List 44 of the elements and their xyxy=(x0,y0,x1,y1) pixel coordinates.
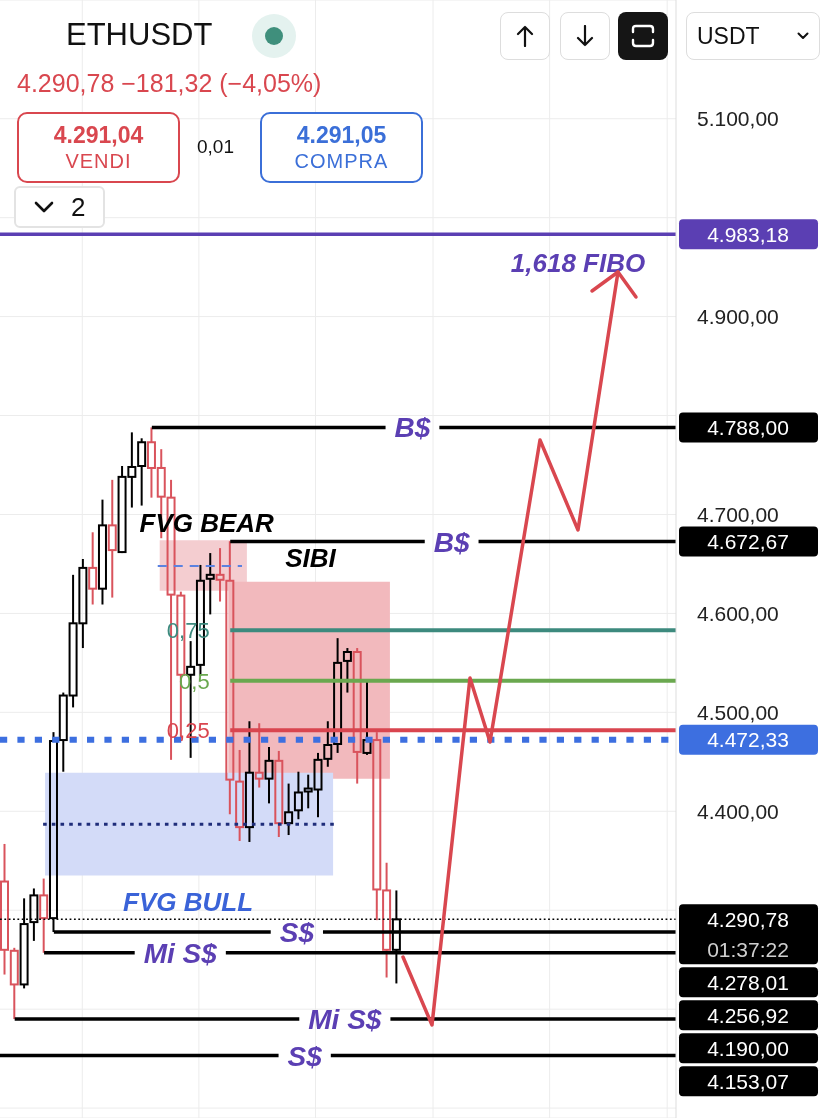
candlestick xyxy=(235,748,245,842)
ref-line-label: B$ xyxy=(433,526,470,558)
candlestick xyxy=(107,478,117,599)
y-tick-label: 4.900,00 xyxy=(697,305,779,329)
text: 4.788,00 xyxy=(707,415,789,439)
text: 4.290,78 xyxy=(707,907,789,931)
candlestick xyxy=(88,531,98,606)
text: 01:37:22 xyxy=(707,937,789,961)
annotation: 0,01 xyxy=(197,135,234,159)
annotation: VENDI xyxy=(65,149,132,173)
text: 4.278,01 xyxy=(707,970,789,994)
y-tick-label: 4.700,00 xyxy=(697,502,779,526)
ref-line-label: 1,618 FIBO xyxy=(510,247,646,278)
candlestick xyxy=(205,552,215,616)
ref-line-label: B$ xyxy=(394,412,431,444)
candlestick xyxy=(244,720,254,843)
band-label: FVG BULL xyxy=(123,886,254,917)
collapse-button: 2 xyxy=(14,186,105,228)
text: ETHUSDT xyxy=(66,16,213,54)
ref-line-label: Mi S$ xyxy=(143,937,218,969)
text: 4.190,00 xyxy=(707,1036,789,1060)
text: 4.256,92 xyxy=(707,1003,789,1027)
buy-button: 4.291,05 COMPRA xyxy=(260,112,423,183)
annotation: 4.291,05 xyxy=(296,122,387,149)
y-tick-label: 4.400,00 xyxy=(697,799,779,823)
candlestick xyxy=(97,498,107,606)
sell-button: 4.291,04 VENDI xyxy=(17,112,180,183)
candlestick xyxy=(264,745,274,805)
annotation: 4.290,78 −181,32 (−4,05%) xyxy=(17,68,322,98)
y-tick-label: 4.600,00 xyxy=(697,601,779,625)
text: 4.153,07 xyxy=(707,1069,789,1093)
y-tick-label: 4.500,00 xyxy=(697,700,779,724)
currency-dropdown: USDT xyxy=(686,12,820,60)
text: 4.983,18 xyxy=(707,222,789,246)
ref-line-label: S$ xyxy=(279,917,315,949)
text: 4.672,67 xyxy=(707,530,789,554)
annotation: COMPRA xyxy=(294,149,389,173)
annotation: 2 xyxy=(71,192,86,222)
annotation: 4.291,04 xyxy=(53,122,144,149)
text: 4.472,33 xyxy=(707,728,789,752)
ref-line-label: S$ xyxy=(287,1040,323,1072)
y-tick-label: 5.100,00 xyxy=(697,107,779,131)
band-label: SIBI xyxy=(285,543,337,574)
ref-line-label: Mi S$ xyxy=(308,1004,382,1036)
